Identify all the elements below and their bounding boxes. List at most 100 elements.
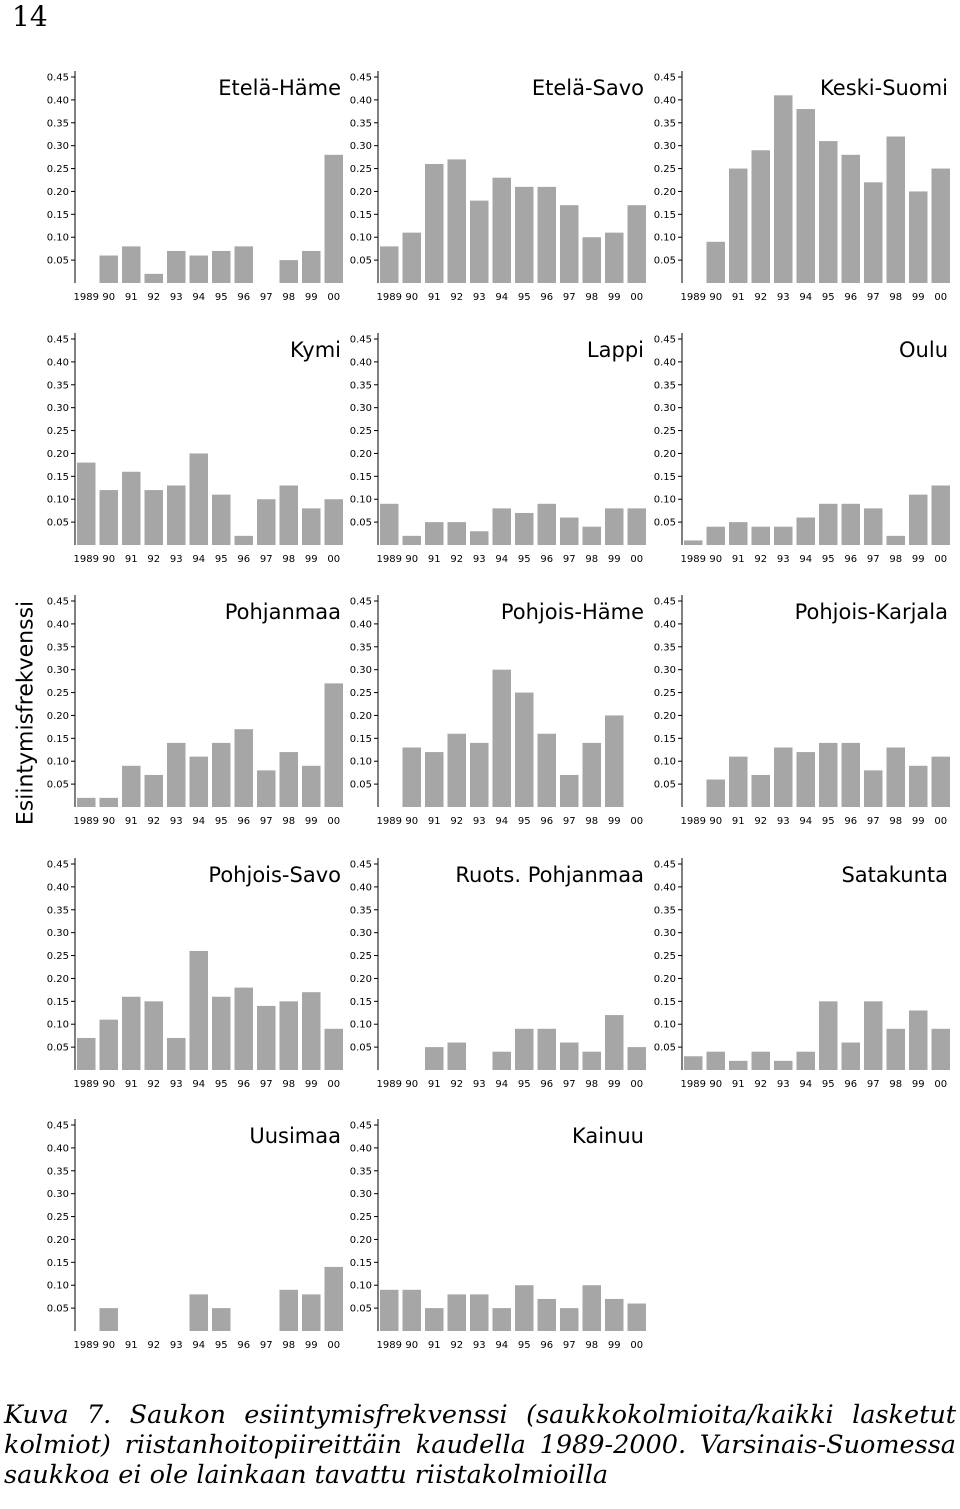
panel-14: 0.05 0.10 0.15 0.20 0.25 0.30 0.35 0.40 0.45 1989… — [350, 1119, 646, 1351]
x-tick-label: 90 — [709, 292, 722, 303]
bar — [537, 1028, 556, 1070]
x-tick-label: 98 — [282, 292, 295, 303]
x-tick-label: 94 — [495, 292, 508, 303]
bar — [864, 1001, 883, 1070]
x-tick-label: 96 — [237, 554, 250, 565]
bar — [627, 508, 646, 545]
x-tick-label: 91 — [125, 292, 138, 303]
y-tick-label: 0.05 — [47, 518, 69, 529]
bar — [144, 490, 163, 545]
y-tick-label: 0.25 — [47, 688, 69, 699]
panel-title: Uusimaa — [249, 1124, 341, 1148]
x-tick-label: 1989 — [74, 292, 99, 303]
y-tick-label: 0.10 — [350, 495, 372, 506]
y-tick-label: 0.45 — [350, 597, 372, 608]
y-tick-label: 0.20 — [654, 711, 676, 722]
bar — [99, 1308, 118, 1331]
bar — [447, 159, 466, 283]
x-tick-label: 90 — [405, 292, 418, 303]
panel-title: Kymi — [290, 338, 341, 362]
y-tick-label: 0.30 — [350, 1189, 372, 1200]
bar — [560, 774, 579, 807]
bar — [729, 168, 748, 283]
bar — [684, 540, 703, 545]
x-tick-label: 90 — [102, 292, 115, 303]
y-tick-label: 0.10 — [47, 1281, 69, 1292]
x-tick-label: 92 — [147, 816, 160, 827]
y-tick-label: 0.10 — [47, 495, 69, 506]
bar — [796, 517, 815, 545]
bar — [515, 1285, 534, 1331]
bar — [189, 255, 208, 283]
figure-caption: Kuva 7. Saukon esiintymisfrekvenssi (sau… — [4, 1400, 956, 1490]
y-tick-label: 0.05 — [47, 780, 69, 791]
y-tick-label: 0.45 — [654, 73, 676, 84]
bar — [144, 774, 163, 807]
bar — [627, 1047, 646, 1070]
x-tick-label: 00 — [630, 1340, 643, 1351]
x-tick-label: 97 — [867, 292, 880, 303]
panel-title: Satakunta — [841, 863, 948, 887]
y-tick-label: 0.20 — [350, 974, 372, 985]
bar — [515, 1028, 534, 1070]
y-tick-label: 0.45 — [350, 335, 372, 346]
x-tick-label: 96 — [237, 816, 250, 827]
y-tick-label: 0.30 — [350, 403, 372, 414]
x-tick-label: 98 — [282, 1079, 295, 1090]
y-tick-label: 0.30 — [350, 141, 372, 152]
y-tick-label: 0.20 — [47, 1235, 69, 1246]
bar — [796, 109, 815, 284]
y-tick-label: 0.20 — [654, 974, 676, 985]
bar — [279, 1001, 298, 1070]
bar — [605, 508, 624, 545]
x-tick-label: 99 — [608, 554, 621, 565]
x-tick-label: 95 — [518, 292, 531, 303]
x-tick-label: 98 — [585, 816, 598, 827]
bar — [167, 485, 186, 545]
y-tick-label: 0.10 — [350, 757, 372, 768]
panel-4: 0.05 0.10 0.15 0.20 0.25 0.30 0.35 0.40 0.45 1989… — [47, 333, 343, 565]
x-tick-label: 95 — [215, 1079, 228, 1090]
bar — [560, 205, 579, 283]
bar — [302, 992, 321, 1070]
bar — [841, 503, 860, 545]
bar — [706, 1051, 725, 1070]
x-tick-label: 90 — [405, 816, 418, 827]
x-tick-label: 90 — [102, 1079, 115, 1090]
y-tick-label: 0.05 — [654, 780, 676, 791]
panel-title: Keski-Suomi — [820, 76, 948, 100]
x-tick-label: 95 — [822, 816, 835, 827]
bar — [257, 499, 276, 545]
x-tick-label: 92 — [450, 1340, 463, 1351]
y-tick-label: 0.15 — [47, 997, 69, 1008]
bar — [627, 205, 646, 283]
bar — [425, 1047, 444, 1070]
x-tick-label: 97 — [260, 1340, 273, 1351]
x-tick-label: 96 — [844, 816, 857, 827]
x-tick-label: 96 — [540, 1079, 553, 1090]
y-tick-label: 0.30 — [350, 665, 372, 676]
bar — [515, 692, 534, 807]
x-tick-label: 00 — [630, 816, 643, 827]
y-tick-label: 0.20 — [47, 449, 69, 460]
x-tick-label: 93 — [170, 1340, 183, 1351]
y-tick-label: 0.25 — [350, 688, 372, 699]
y-tick-label: 0.45 — [47, 335, 69, 346]
bar — [931, 168, 950, 283]
bar — [931, 1028, 950, 1070]
y-tick-label: 0.35 — [654, 380, 676, 391]
x-tick-label: 92 — [754, 292, 767, 303]
x-tick-label: 94 — [495, 1079, 508, 1090]
bar — [380, 246, 399, 283]
y-tick-label: 0.35 — [47, 1166, 69, 1177]
y-tick-label: 0.15 — [350, 997, 372, 1008]
x-tick-label: 90 — [405, 1079, 418, 1090]
x-tick-label: 96 — [237, 292, 250, 303]
y-tick-label: 0.30 — [47, 928, 69, 939]
x-tick-label: 91 — [125, 554, 138, 565]
y-tick-label: 0.45 — [47, 1121, 69, 1132]
bar — [144, 1001, 163, 1070]
x-tick-label: 00 — [327, 1079, 340, 1090]
x-tick-label: 92 — [450, 816, 463, 827]
x-tick-label: 97 — [563, 292, 576, 303]
